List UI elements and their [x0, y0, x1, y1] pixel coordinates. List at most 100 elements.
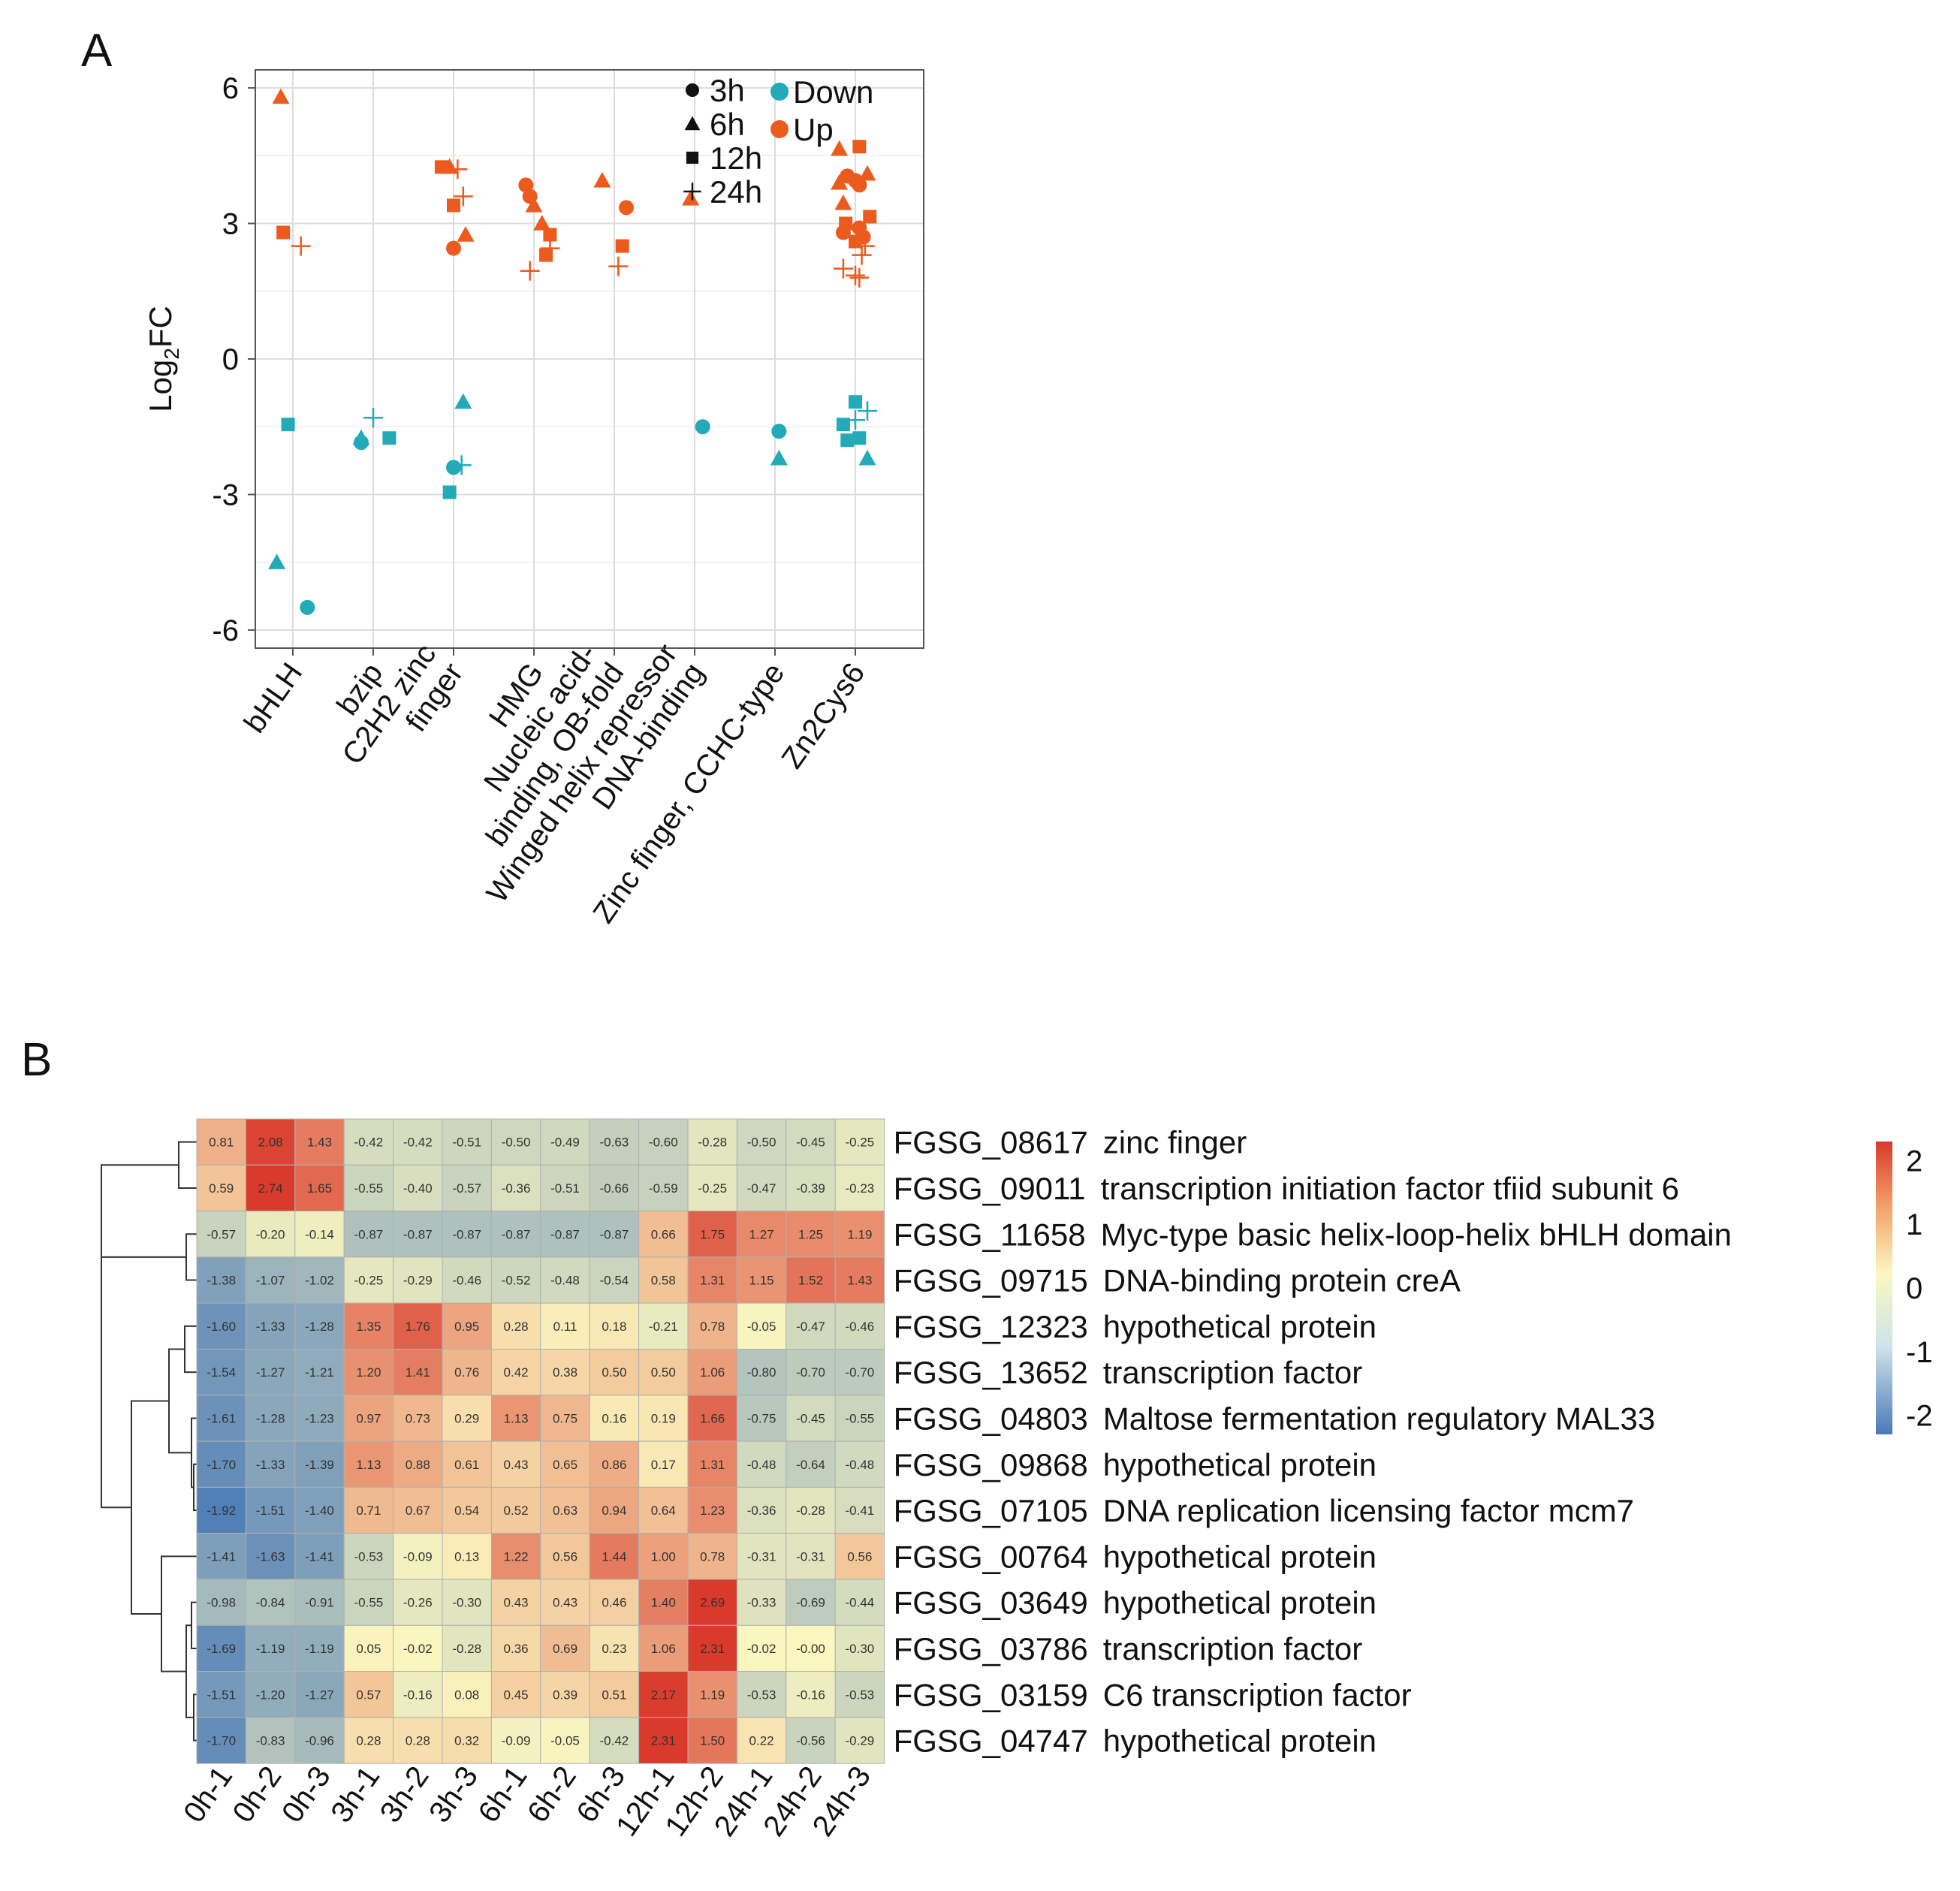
heatmap-cell: [442, 1717, 492, 1764]
scatter-point: [836, 418, 850, 432]
heatmap-cell-value: 0.95: [454, 1319, 479, 1334]
heatmap-cell: [490, 1164, 541, 1212]
heatmap-cell: [834, 1118, 885, 1166]
scatter-y-axis-title: Log2FC: [143, 306, 183, 412]
legend-key-6h: [684, 116, 701, 131]
heatmap-cell-value: 0.28: [504, 1319, 529, 1334]
heatmap-cell: [294, 1579, 345, 1626]
heatmap-cell: [490, 1717, 541, 1764]
heatmap-cell-value: -1.28: [305, 1319, 334, 1334]
heatmap-cell-value: -1.92: [207, 1503, 236, 1518]
heatmap-cell-value: 0.78: [700, 1549, 725, 1564]
heatmap-cell: [294, 1486, 345, 1534]
heatmap-cell: [786, 1440, 836, 1488]
heatmap-cell-value: -0.47: [747, 1181, 776, 1196]
heatmap-colorbar: 2 1 0 -1 -2: [1876, 1142, 1933, 1434]
dendrogram-branch: [101, 1211, 131, 1509]
heatmap-cell-value: -1.07: [256, 1274, 285, 1288]
gene-description: Maltose fermentation regulatory MAL33: [1103, 1401, 1655, 1436]
heatmap-cell-value: -0.59: [649, 1181, 678, 1196]
heatmap-cell-value: -0.50: [502, 1136, 531, 1150]
heatmap-cell-value: -0.28: [796, 1503, 825, 1518]
heatmap-cell-value: -0.48: [846, 1458, 875, 1472]
heatmap-cell: [638, 1395, 689, 1442]
heatmap-cell-value: -0.00: [796, 1642, 825, 1656]
heatmap-cell: [786, 1349, 836, 1396]
heatmap-cell: [687, 1395, 737, 1442]
heatmap-cell: [834, 1579, 885, 1626]
heatmap-cell-value: -1.40: [305, 1503, 334, 1518]
heatmap-cell: [834, 1349, 885, 1396]
heatmap-cell-value: -0.84: [256, 1596, 285, 1610]
heatmap-cell-value: -1.33: [256, 1319, 285, 1334]
heatmap-cell: [393, 1256, 443, 1304]
heatmap-cell-value: 0.67: [406, 1503, 430, 1518]
heatmap-row-label: FGSG_07105 DNA replication licensing fact…: [894, 1493, 1634, 1528]
heatmap-cell: [490, 1440, 541, 1488]
heatmap-cell-value: -0.50: [747, 1136, 776, 1150]
heatmap-cell-value: -1.61: [207, 1411, 236, 1425]
heatmap-cell-value: -0.42: [403, 1136, 433, 1150]
heatmap-cell-value: -0.41: [846, 1503, 875, 1518]
gene-description: hypothetical protein: [1103, 1539, 1377, 1574]
heatmap-cell: [687, 1486, 737, 1534]
heatmap-cell-value: 0.18: [602, 1319, 626, 1334]
gene-description: hypothetical protein: [1103, 1724, 1377, 1759]
heatmap-cell-value: -0.05: [550, 1734, 580, 1748]
scatter-point: [300, 599, 315, 615]
heatmap-cell-value: -0.56: [796, 1734, 825, 1748]
scatter-point: [363, 408, 383, 428]
heatmap-cell-value: -0.66: [600, 1181, 629, 1196]
heatmap-cell-value: -0.64: [796, 1458, 825, 1472]
scatter-point: [771, 424, 787, 439]
legend-shape-label: 12h: [710, 140, 762, 176]
scatter-x-tick-line: bHLH: [238, 657, 309, 739]
ylabel-sub: 2: [160, 348, 183, 360]
heatmap-cell: [687, 1440, 737, 1488]
heatmap-cell-value: 0.19: [651, 1411, 676, 1425]
heatmap-cell: [343, 1440, 394, 1488]
heatmap-row-label: FGSG_03159 C6 transcription factor: [894, 1677, 1412, 1712]
heatmap-cell-value: 0.65: [553, 1458, 577, 1472]
heatmap-cell-value: -0.29: [403, 1274, 433, 1288]
legend-key-24h: [683, 182, 701, 201]
heatmap-cell-value: -0.29: [846, 1734, 875, 1748]
gene-description: hypothetical protein: [1103, 1585, 1377, 1621]
heatmap-cell: [393, 1395, 443, 1442]
heatmap-cell-value: 1.76: [406, 1319, 430, 1334]
ylabel-main: Log: [143, 360, 178, 412]
heatmap-cell-value: -0.42: [600, 1734, 629, 1748]
gene-id: FGSG_00764: [894, 1539, 1088, 1574]
heatmap-cell-value: 0.32: [454, 1734, 479, 1748]
scatter-point: [453, 186, 473, 207]
heatmap-cell: [834, 1671, 885, 1718]
scatter-point: [863, 210, 877, 224]
heatmap-cell: [442, 1256, 492, 1304]
scatter-point: [520, 261, 540, 281]
heatmap-cell: [490, 1671, 541, 1718]
legend-shape-label: 6h: [710, 107, 745, 142]
heatmap-cell: [245, 1164, 296, 1212]
heatmap-cell-value: -0.57: [452, 1181, 481, 1196]
heatmap-row-label: FGSG_09715 DNA-binding protein creA: [894, 1263, 1461, 1298]
scatter-point: [451, 455, 472, 475]
heatmap-cell: [490, 1302, 541, 1350]
heatmap-cell: [736, 1486, 787, 1534]
heatmap-cell: [540, 1349, 590, 1396]
heatmap-cell: [294, 1395, 345, 1442]
heatmap-cell: [540, 1579, 590, 1626]
heatmap-cell-value: 2.69: [700, 1596, 725, 1610]
heatmap-cell-value: 1.06: [700, 1365, 725, 1380]
heatmap-cell-value: 0.86: [602, 1458, 626, 1472]
dendrogram-branch: [185, 1233, 197, 1281]
heatmap-cell-value: 1.20: [356, 1365, 381, 1380]
heatmap-cell-value: 1.41: [406, 1365, 430, 1380]
heatmap-column-label: 6h-2: [521, 1760, 583, 1829]
scatter-point: [840, 433, 855, 448]
heatmap-cell: [736, 1624, 787, 1672]
legend-shape-label: 3h: [710, 73, 745, 108]
heatmap-cell: [245, 1395, 296, 1442]
heatmap-cell-value: -1.51: [207, 1687, 236, 1702]
scatter-points: [268, 88, 878, 615]
heatmap-cell-value: -0.87: [452, 1227, 481, 1241]
